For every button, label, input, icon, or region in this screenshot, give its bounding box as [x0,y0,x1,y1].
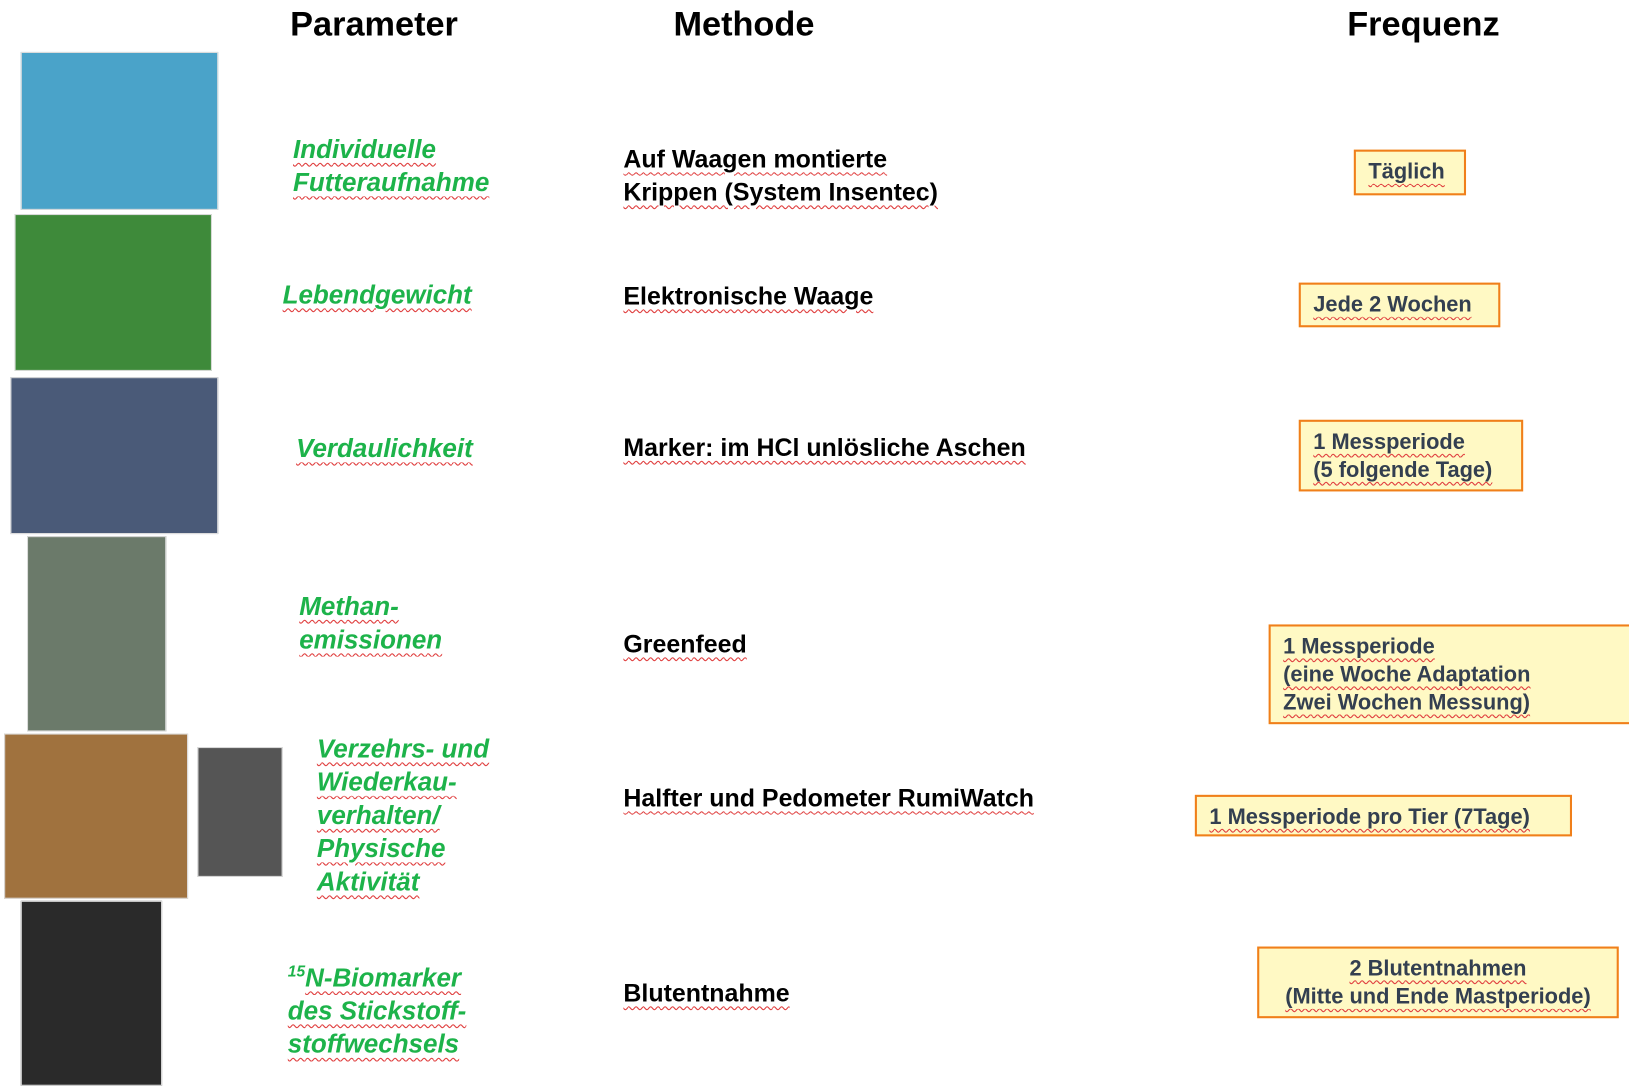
column-header: Frequenz [1347,4,1500,43]
text-line: Krippen (System Insentec) [623,177,938,210]
text: Verzehrs- und [316,734,490,764]
text-line: Methan- [299,590,442,623]
parameter: Methan-emissionen [299,590,442,656]
photo [20,51,219,210]
parameter: Lebendgewicht [283,278,472,311]
text: Verdaulichkeit [296,434,473,464]
text-line: (Mitte und Ende Mastperiode) [1272,983,1604,1011]
text-line: Individuelle [293,133,489,166]
superscript: 15 [287,963,306,981]
text-line: Täglich [1368,158,1451,186]
text: emissionen [299,625,443,655]
text: N-Biomarker [305,963,462,993]
parameter: Individuelle Futteraufnahme [293,133,489,199]
frequency-box: Täglich [1353,149,1467,196]
photo [197,747,283,877]
text: des Stickstoff- [287,996,467,1026]
method: Halfter und Pedometer RumiWatch [623,782,1034,815]
text: 1 Messperiode [1313,430,1465,455]
text-line: 15N-Biomarker [288,956,467,995]
text: Greenfeed [623,630,747,659]
text-line: Verdaulichkeit [296,432,473,465]
text: stoffwechsels [287,1029,460,1060]
frequency-box: Jede 2 Wochen [1298,282,1501,328]
text: Täglich [1368,160,1445,184]
text-line: Aktivität [317,865,489,898]
text: Zwei Wochen Messung) [1283,690,1531,715]
text-line: (5 folgende Tage) [1313,456,1508,484]
photo [10,377,219,535]
photo [4,733,189,899]
text: Halfter und Pedometer RumiWatch [623,784,1034,813]
parameter: 15N-Biomarker des Stickstoff-stoffwechsel… [288,956,467,1061]
text-line: Physische [317,832,489,865]
text-line: Blutentnahme [623,978,789,1011]
parameter: Verdaulichkeit [296,432,473,465]
column-header: Parameter [290,4,458,43]
parameter: Verzehrs- und Wiederkau-verhalten/Physisc… [317,732,489,898]
method: Elektronische Waage [623,281,873,314]
method: Marker: im HCl unlösliche Aschen [623,432,1025,465]
frequency-box: 1 Messperiode pro Tier (7Tage) [1194,794,1573,837]
text-line: 1 Messperiode pro Tier (7Tage) [1209,803,1557,831]
method: Blutentnahme [623,978,789,1011]
text: (eine Woche Adaptation [1283,662,1531,687]
column-header: Methode [673,4,815,43]
text-line: Greenfeed [623,629,746,662]
text: 2 Blutentnahmen [1349,956,1527,981]
text: verhalten/ [316,801,440,831]
text: Auf Waagen montierte [623,145,888,174]
text-line: (eine Woche Adaptation [1283,661,1628,689]
text-line: 1 Messperiode [1283,633,1628,661]
text-line: Lebendgewicht [283,278,472,311]
text-line: Halfter und Pedometer RumiWatch [623,782,1034,815]
text: Methan- [299,592,399,622]
method: Greenfeed [623,629,746,662]
text-line: Jede 2 Wochen [1313,291,1485,319]
text: (5 folgende Tage) [1313,458,1493,483]
text-line: 1 Messperiode [1313,428,1508,456]
text: Jede 2 Wochen [1313,292,1472,317]
photo [27,536,167,732]
photo [20,900,163,1086]
text-line: Elektronische Waage [623,281,873,314]
text-line: 2 Blutentnahmen [1272,955,1604,983]
text: Futteraufnahme [292,168,490,198]
text-line: Marker: im HCl unlösliche Aschen [623,432,1025,465]
text-line: Verzehrs- und [317,732,489,765]
text-line: Zwei Wochen Messung) [1283,689,1628,717]
frequency-box: 1 Messperiode (eine Woche Adaptation Zwei … [1268,624,1629,725]
text: Lebendgewicht [282,280,472,310]
text: (Mitte und Ende Mastperiode) [1285,984,1591,1009]
photo [14,214,212,371]
text: 1 Messperiode pro Tier (7Tage) [1209,805,1530,830]
text-line: des Stickstoff- [288,995,467,1028]
text: Aktivität [316,867,420,897]
text-line: emissionen [299,623,442,656]
text: Marker: im HCl unlösliche Aschen [623,434,1026,463]
text: Physische [316,834,446,864]
frequency-box: 1 Messperiode (5 folgende Tage) [1298,419,1524,492]
text-line: Wiederkau- [317,766,489,799]
method: Auf Waagen montierte Krippen (System Inse… [623,143,938,209]
text-line: Auf Waagen montierte [623,143,938,176]
text: Krippen (System Insentec) [623,178,938,207]
text: Blutentnahme [623,979,790,1008]
text-line: stoffwechsels [288,1028,467,1061]
text: Elektronische Waage [623,282,874,311]
text: Individuelle [292,135,436,165]
frequency-box: 2 Blutentnahmen (Mitte und Ende Mastperio… [1257,946,1619,1019]
text: 1 Messperiode [1283,634,1435,659]
text-line: verhalten/ [317,799,489,832]
text-line: Futteraufnahme [293,166,489,199]
text: Wiederkau- [316,767,457,797]
